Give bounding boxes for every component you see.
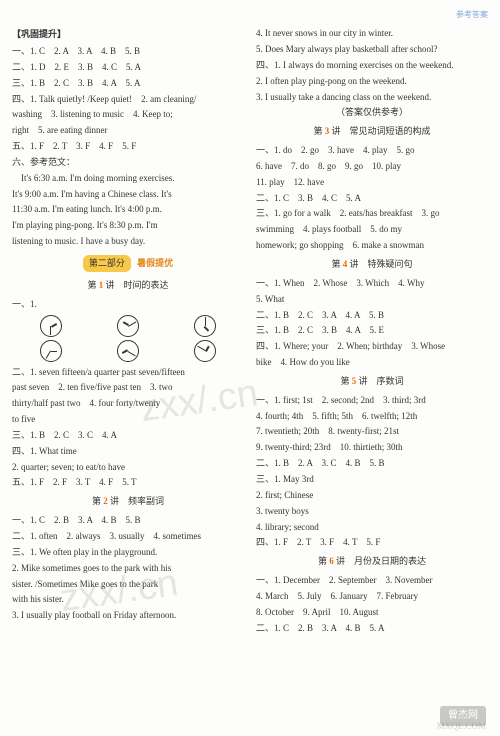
- lecture-post: 讲 时间的表达: [103, 280, 168, 290]
- answer-line: right 5. are eating dinner: [12, 123, 244, 138]
- right-column: 4. It never snows in our city in winter.…: [256, 25, 488, 636]
- answer-line: 2. Mike sometimes goes to the park with …: [12, 561, 244, 576]
- answer-line: 一、1. do 2. go 3. have 4. play 5. go: [256, 143, 488, 158]
- answer-line: 一、1. C 2. B 3. A 4. B 5. B: [12, 513, 244, 528]
- lecture-post: 讲 月份及日期的表达: [334, 556, 426, 566]
- lecture-pre: 第: [331, 259, 342, 269]
- lecture-title: 第 2 讲 频率副词: [12, 494, 244, 509]
- note-line: （答案仅供参考）: [256, 105, 488, 120]
- answer-line: 三、1. go for a walk 2. eats/has breakfast…: [256, 206, 488, 221]
- answer-line: swimming 4. plays football 5. do my: [256, 222, 488, 237]
- lecture-pre: 第: [87, 280, 98, 290]
- answer-line: 2. first; Chinese: [256, 488, 488, 503]
- lecture-title: 第 5 讲 序数词: [256, 374, 488, 389]
- answer-line: 4. It never snows in our city in winter.: [256, 26, 488, 41]
- paragraph-line: listening to music. I have a busy day.: [12, 234, 244, 249]
- part-header: 第二部分 暑假提优: [12, 255, 244, 272]
- answer-line: 7. twentieth; 20th 8. twenty-first; 21st: [256, 424, 488, 439]
- answer-line: 一、1. first; 1st 2. second; 2nd 3. third;…: [256, 393, 488, 408]
- clock-row-2: [12, 340, 244, 362]
- lecture-post: 讲 序数词: [356, 376, 403, 386]
- answer-line: 三、1. We often play in the playground.: [12, 545, 244, 560]
- clock-icon: [40, 315, 62, 337]
- answer-line: sister. /Sometimes Mike goes to the park: [12, 577, 244, 592]
- answer-line: 4. fourth; 4th 5. fifth; 5th 6. twelfth;…: [256, 409, 488, 424]
- answer-line: homework; go shopping 6. make a snowman: [256, 238, 488, 253]
- answer-line: bike 4. How do you like: [256, 355, 488, 370]
- answer-line: 四、1. What time: [12, 444, 244, 459]
- part-label: 暑假提优: [137, 258, 173, 268]
- answer-line: 一、1. C 2. A 3. A 4. B 5. B: [12, 44, 244, 59]
- answer-line: 三、1. B 2. C 3. C 4. A: [12, 428, 244, 443]
- lecture-pre: 第: [313, 126, 324, 136]
- left-column: 【巩固提升】 一、1. C 2. A 3. A 4. B 5. B 二、1. D…: [12, 25, 244, 636]
- clock-icon: [40, 340, 62, 362]
- answer-line: 2. I often play ping-pong on the weekend…: [256, 74, 488, 89]
- clock-icon: [194, 315, 216, 337]
- answer-line: 6. have 7. do 8. go 9. go 10. play: [256, 159, 488, 174]
- answer-line: thirty/half past two 4. four forty/twent…: [12, 396, 244, 411]
- clock-label: 一、1.: [12, 297, 244, 312]
- footer-site: MXQE.COM: [437, 719, 486, 734]
- clock-icon: [117, 340, 139, 362]
- answer-line: 11. play 12. have: [256, 175, 488, 190]
- section-title: 【巩固提升】: [12, 27, 244, 42]
- answer-line: 二、1. often 2. always 3. usually 4. somet…: [12, 529, 244, 544]
- answer-line: 四、1. Talk quietly! /Keep quiet! 2. am cl…: [12, 92, 244, 107]
- lecture-pre: 第: [340, 376, 351, 386]
- answer-line: 一、1. December 2. September 3. November: [256, 573, 488, 588]
- answer-line: 六、参考范文：: [12, 155, 244, 170]
- answer-line: 3. I usually take a dancing class on the…: [256, 90, 488, 105]
- answer-line: 2. quarter; seven; to eat/to have: [12, 460, 244, 475]
- answer-line: 4. library; second: [256, 520, 488, 535]
- lecture-title: 第 6 讲 月份及日期的表达: [256, 554, 488, 569]
- answer-line: 二、1. B 2. C 3. A 4. A 5. B: [256, 308, 488, 323]
- lecture-title: 第 1 讲 时间的表达: [12, 278, 244, 293]
- answer-line: 4. March 5. July 6. January 7. February: [256, 589, 488, 604]
- lecture-title: 第 4 讲 特殊疑问句: [256, 257, 488, 272]
- answer-line: 一、1. When 2. Whose 3. Which 4. Why: [256, 276, 488, 291]
- answer-line: 二、1. C 2. B 3. A 4. B 5. A: [256, 621, 488, 636]
- answer-line: 三、1. B 2. C 3. B 4. A 5. E: [256, 323, 488, 338]
- paragraph-line: It's 9:00 a.m. I'm having a Chinese clas…: [12, 187, 244, 202]
- answer-line: 9. twenty-third; 23rd 10. thirtieth; 30t…: [256, 440, 488, 455]
- lecture-post: 讲 频率副词: [108, 496, 164, 506]
- answer-line: 3. I usually play football on Friday aft…: [12, 608, 244, 623]
- answer-line: 二、1. B 2. A 3. C 4. B 5. B: [256, 456, 488, 471]
- content-columns: 【巩固提升】 一、1. C 2. A 3. A 4. B 5. B 二、1. D…: [12, 25, 488, 636]
- clock-icon: [117, 315, 139, 337]
- answer-line: 二、1. seven fifteen/a quarter past seven/…: [12, 365, 244, 380]
- lecture-post: 讲 常见动词短语的构成: [329, 126, 430, 136]
- paragraph-line: 11:30 a.m. I'm eating lunch. It's 4:00 p…: [12, 202, 244, 217]
- answer-line: 五、1. F 2. F 3. T 4. F 5. T: [12, 475, 244, 490]
- part-banner: 第二部分: [83, 255, 131, 272]
- answer-line: 三、1. B 2. C 3. B 4. A 5. A: [12, 76, 244, 91]
- paragraph-line: It's 6:30 a.m. I'm doing morning exercis…: [12, 171, 244, 186]
- lecture-title: 第 3 讲 常见动词短语的构成: [256, 124, 488, 139]
- answer-line: 二、1. D 2. E 3. B 4. C 5. A: [12, 60, 244, 75]
- answer-line: past seven 2. ten five/five past ten 3. …: [12, 380, 244, 395]
- page-header: 参考答案: [12, 8, 488, 21]
- answer-line: to five: [12, 412, 244, 427]
- answer-line: 四、1. Where; your 2. When; birthday 3. Wh…: [256, 339, 488, 354]
- answer-line: with his sister.: [12, 592, 244, 607]
- answer-line: 3. twenty boys: [256, 504, 488, 519]
- answer-line: washing 3. listening to music 4. Keep to…: [12, 107, 244, 122]
- lecture-pre: 第: [318, 556, 329, 566]
- clock-row-1: [12, 315, 244, 337]
- answer-line: 四、1. I always do morning exercises on th…: [256, 58, 488, 73]
- paragraph-line: I'm playing ping-pong. It's 8:30 p.m. I'…: [12, 218, 244, 233]
- answer-line: 五、1. F 2. T 3. F 4. F 5. F: [12, 139, 244, 154]
- lecture-post: 讲 特殊疑问句: [347, 259, 412, 269]
- answer-line: 四、1. F 2. T 3. F 4. T 5. F: [256, 535, 488, 550]
- answer-line: 8. October 9. April 10. August: [256, 605, 488, 620]
- answer-line: 5. Does Mary always play basketball afte…: [256, 42, 488, 57]
- answer-line: 三、1. May 3rd: [256, 472, 488, 487]
- lecture-pre: 第: [92, 496, 103, 506]
- answer-line: 二、1. C 3. B 4. C 5. A: [256, 191, 488, 206]
- clock-icon: [194, 340, 216, 362]
- answer-line: 5. What: [256, 292, 488, 307]
